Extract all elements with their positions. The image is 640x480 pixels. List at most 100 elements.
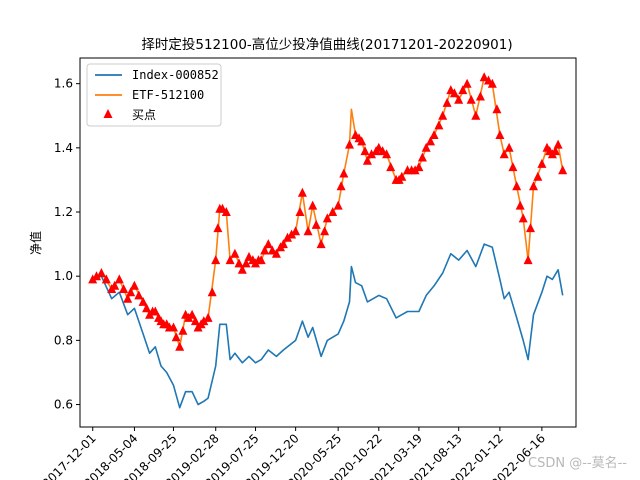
buy-point-marker	[320, 226, 330, 236]
buy-point-marker	[101, 274, 111, 284]
buy-point-marker	[438, 110, 448, 120]
y-tick-label: 1.0	[54, 269, 73, 283]
buy-point-markers	[88, 72, 568, 351]
buy-point-marker	[449, 88, 459, 98]
buy-point-marker	[360, 146, 370, 156]
buy-point-marker	[550, 146, 560, 156]
buy-point-marker	[533, 171, 543, 181]
buy-point-marker	[92, 271, 101, 281]
buy-point-marker	[213, 223, 223, 233]
buy-point-marker	[203, 312, 213, 322]
buy-point-marker	[199, 316, 209, 326]
buy-point-marker	[529, 181, 538, 191]
buy-point-marker	[414, 162, 424, 172]
buy-point-marker	[458, 85, 468, 95]
buy-point-marker	[283, 232, 292, 242]
buy-point-marker	[537, 158, 547, 168]
buy-point-marker	[442, 97, 452, 107]
buy-point-marker	[129, 280, 139, 290]
y-tick-label: 1.6	[54, 77, 73, 91]
buy-point-marker	[271, 248, 281, 258]
buy-point-marker	[134, 290, 144, 300]
buy-point-marker	[241, 258, 251, 268]
buy-point-marker	[175, 341, 185, 351]
buy-point-marker	[466, 94, 476, 104]
buy-point-marker	[96, 268, 106, 277]
buy-point-marker	[311, 219, 321, 229]
buy-point-marker	[512, 181, 522, 191]
buy-point-marker	[492, 104, 502, 114]
buy-point-marker	[225, 255, 235, 265]
legend-buy-label: 买点	[132, 108, 156, 122]
watermark: CSDN @--莫名--	[528, 455, 627, 471]
chart-title: 择时定投512100-高位少投净值曲线(20171201-20220901)	[141, 36, 512, 53]
buy-point-marker	[434, 120, 444, 130]
buy-point-marker	[462, 78, 472, 88]
buy-point-marker	[336, 181, 346, 191]
buy-point-marker	[110, 280, 120, 290]
buy-point-marker	[339, 168, 349, 178]
buy-point-marker	[207, 287, 217, 297]
buy-point-marker	[308, 200, 318, 210]
series-line-index-000852	[92, 243, 564, 409]
buy-point-marker	[515, 200, 525, 210]
buy-point-marker	[526, 223, 535, 233]
legend-etf-label: ETF-512100	[132, 88, 204, 102]
buy-point-marker	[429, 130, 439, 139]
buy-point-marker	[295, 207, 305, 216]
buy-point-marker	[114, 274, 124, 284]
buy-point-marker	[190, 316, 200, 326]
buy-point-marker	[454, 94, 464, 104]
buy-point-marker	[558, 165, 568, 175]
legend-buy-marker	[103, 109, 113, 118]
buy-point-marker	[303, 226, 313, 236]
buy-point-marker	[426, 136, 435, 146]
y-tick-label: 0.8	[54, 333, 73, 347]
buy-point-marker	[508, 162, 518, 172]
legend: Index-000852 ETF-512100 买点	[86, 63, 222, 127]
buy-point-marker	[169, 322, 178, 332]
buy-point-marker	[322, 213, 332, 223]
buy-point-marker	[150, 306, 160, 316]
buy-point-marker	[142, 303, 152, 313]
y-tick-label: 0.6	[54, 398, 73, 412]
buy-point-marker	[357, 136, 367, 146]
buy-point-marker	[230, 248, 240, 258]
buy-point-marker	[479, 72, 489, 82]
y-tick-label: 1.4	[54, 141, 73, 155]
legend-index-label: Index-000852	[132, 68, 219, 82]
buy-point-marker	[119, 284, 129, 293]
buy-point-marker	[138, 296, 148, 306]
buy-point-marker	[287, 229, 297, 239]
buy-point-marker	[267, 245, 277, 255]
buy-point-marker	[260, 245, 270, 255]
buy-point-marker	[386, 162, 396, 172]
buy-point-marker	[237, 264, 247, 274]
legend-box	[86, 63, 222, 127]
buy-point-marker	[187, 309, 197, 319]
plot-area	[79, 57, 577, 428]
buy-point-marker	[123, 293, 133, 303]
x-axis: 2017-12-012018-05-042018-09-252019-02-28…	[40, 427, 548, 480]
buy-point-marker	[475, 91, 485, 101]
buy-point-marker	[367, 149, 376, 159]
buy-point-marker	[291, 226, 301, 236]
buy-point-marker	[499, 149, 509, 159]
buy-point-marker	[495, 130, 505, 139]
buy-point-marker	[278, 239, 288, 249]
buy-point-marker	[256, 255, 266, 265]
buy-point-marker	[417, 152, 427, 162]
y-tick-label: 1.2	[54, 205, 73, 219]
buy-point-marker	[178, 325, 188, 335]
buy-point-marker	[328, 207, 338, 216]
buy-point-marker	[333, 200, 343, 210]
buy-point-marker	[171, 332, 181, 342]
buy-point-marker	[553, 139, 563, 149]
buy-point-marker	[518, 213, 528, 223]
buy-point-marker	[297, 187, 307, 197]
buy-point-marker	[362, 155, 372, 165]
index-series-layer	[92, 243, 564, 409]
buy-point-marker	[397, 171, 407, 181]
buy-point-marker	[487, 78, 497, 88]
